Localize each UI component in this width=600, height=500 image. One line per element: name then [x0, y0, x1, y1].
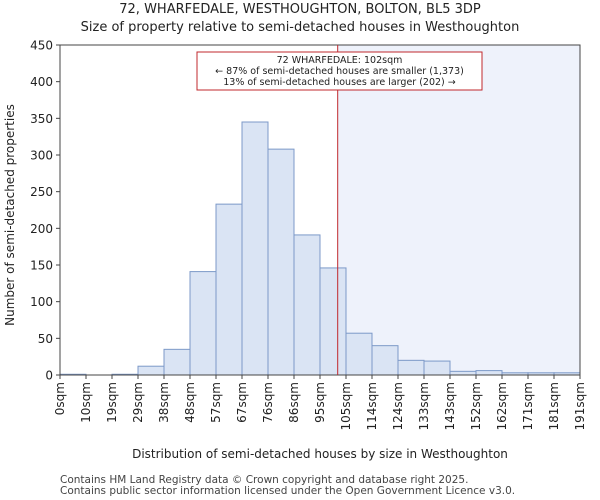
- annotation-line: ← 87% of semi-detached houses are smalle…: [215, 66, 464, 77]
- histogram-bar: [163, 348, 191, 376]
- histogram-bar: [423, 360, 451, 376]
- histogram-bar: [397, 359, 425, 376]
- histogram-bar: [319, 267, 347, 376]
- y-tick-label: 300: [30, 149, 53, 163]
- annotation-line: 72 WHARFEDALE: 102sqm: [277, 55, 403, 66]
- x-tick-label: 152sqm: [469, 382, 483, 430]
- x-tick-label: 76sqm: [261, 382, 275, 423]
- annotation-line: 13% of semi-detached houses are larger (…: [223, 77, 456, 88]
- histogram-bar: [215, 203, 243, 376]
- x-tick-label: 38sqm: [157, 382, 171, 423]
- x-tick-label: 29sqm: [131, 382, 145, 423]
- y-tick-label: 450: [30, 39, 53, 53]
- histogram-bar: [137, 365, 165, 376]
- footer-copyright: Contains HM Land Registry data © Crown c…: [60, 474, 469, 486]
- histogram-bar: [241, 121, 269, 376]
- x-tick-label: 67sqm: [235, 382, 249, 423]
- histogram-bar: [189, 271, 217, 376]
- larger-region-shade: [337, 45, 580, 375]
- y-tick-label: 50: [38, 332, 53, 346]
- x-tick-label: 105sqm: [339, 382, 353, 430]
- y-tick-label: 100: [30, 295, 53, 309]
- x-tick-label: 124sqm: [391, 382, 405, 430]
- y-tick-label: 250: [30, 185, 53, 199]
- x-tick-label: 48sqm: [183, 382, 197, 423]
- histogram-bar: [345, 332, 373, 376]
- histogram-bar: [449, 370, 477, 376]
- y-tick-label: 350: [30, 112, 53, 126]
- chart-subtitle: Size of property relative to semi-detach…: [80, 20, 520, 35]
- annotation-box: [196, 51, 483, 91]
- histogram-bar: [267, 148, 295, 376]
- x-tick-label: 0sqm: [53, 382, 67, 415]
- histogram-bar: [371, 345, 399, 376]
- x-tick-label: 191sqm: [573, 382, 587, 430]
- histogram-bar: [293, 234, 321, 376]
- x-axis-label: Distribution of semi-detached houses by …: [132, 447, 508, 461]
- y-tick-label: 0: [45, 369, 53, 383]
- x-tick-label: 114sqm: [365, 382, 379, 430]
- x-tick-label: 181sqm: [547, 382, 561, 430]
- x-tick-label: 95sqm: [313, 382, 327, 423]
- x-tick-label: 133sqm: [417, 382, 431, 430]
- chart-title: 72, WHARFEDALE, WESTHOUGHTON, BOLTON, BL…: [119, 2, 481, 17]
- y-tick-label: 200: [30, 222, 53, 236]
- footer-licence: Contains public sector information licen…: [60, 485, 516, 497]
- histogram-bar: [475, 370, 503, 376]
- x-tick-label: 19sqm: [105, 382, 119, 423]
- y-tick-label: 150: [30, 259, 53, 273]
- x-tick-label: 162sqm: [495, 382, 509, 430]
- y-axis-label: Number of semi-detached properties: [3, 104, 17, 326]
- x-tick-label: 57sqm: [209, 382, 223, 423]
- x-tick-label: 86sqm: [287, 382, 301, 423]
- x-tick-label: 10sqm: [79, 382, 93, 423]
- x-tick-label: 171sqm: [521, 382, 535, 430]
- x-tick-label: 143sqm: [443, 382, 457, 430]
- y-tick-label: 400: [30, 75, 53, 89]
